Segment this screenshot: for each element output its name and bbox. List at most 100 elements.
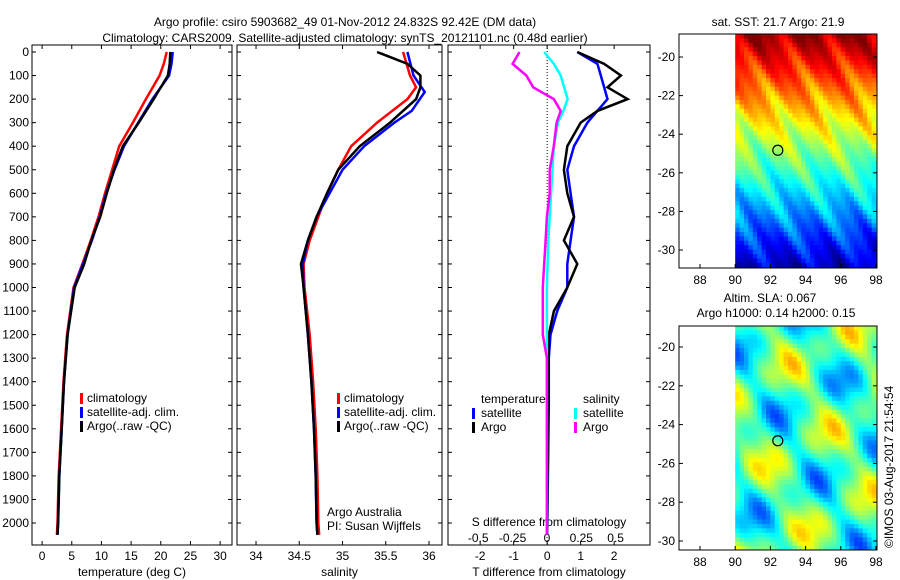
map-cell: [761, 122, 767, 127]
map-cell: [814, 418, 820, 424]
map-cell: [744, 475, 749, 481]
map-cell: [862, 130, 868, 136]
map-cell: [832, 108, 837, 114]
map-cell: [814, 201, 820, 207]
map-cell: [849, 122, 855, 127]
map-cell: [752, 356, 758, 362]
map-cell: [774, 330, 780, 336]
map-cell: [823, 502, 829, 507]
map-cell: [840, 532, 846, 538]
map-cell: [744, 326, 749, 331]
map-cell: [849, 152, 855, 158]
map-cell: [836, 453, 842, 459]
map-cell: [796, 339, 802, 345]
map-cell: [735, 174, 741, 180]
map-cell: [796, 409, 802, 415]
map-cell: [757, 361, 763, 367]
map-cell: [739, 166, 745, 171]
lat-tick-label: -28: [658, 495, 676, 509]
map-cell: [779, 104, 785, 110]
map-cell: [845, 56, 851, 61]
map-cell: [823, 126, 829, 132]
map-cell: [757, 383, 763, 389]
map-cell: [823, 135, 829, 141]
map-cell: [788, 330, 793, 336]
map-cell: [752, 537, 758, 543]
map-cell: [818, 95, 824, 101]
map-cell: [783, 56, 789, 61]
map-cell: [761, 458, 767, 463]
map-cell: [735, 205, 741, 211]
map-cell: [858, 356, 864, 362]
map-cell: [779, 475, 785, 481]
map-cell: [858, 440, 864, 446]
map-cell: [845, 108, 851, 114]
map-cell: [871, 387, 877, 393]
map-cell: [818, 192, 824, 198]
map-cell: [757, 166, 763, 171]
map-cell: [796, 493, 802, 499]
map-cell: [796, 519, 802, 525]
map-cell: [735, 436, 741, 441]
map-cell: [774, 356, 780, 362]
map-cell: [827, 73, 833, 79]
map-cell: [739, 117, 745, 123]
map-cell: [832, 47, 837, 53]
map-cell: [770, 47, 776, 53]
map-cell: [871, 122, 877, 127]
map-cell: [801, 326, 807, 331]
map-cell: [849, 236, 855, 242]
map-cell: [748, 78, 754, 83]
map-cell: [801, 409, 807, 415]
map-cell: [810, 249, 815, 255]
map-cell: [862, 422, 868, 428]
map-cell: [748, 201, 754, 207]
map-cell: [840, 356, 846, 362]
map-cell: [845, 466, 851, 472]
map-cell: [735, 502, 741, 507]
map-cell: [871, 471, 877, 477]
map-cell: [774, 139, 780, 145]
map-cell: [788, 183, 793, 189]
map-cell: [836, 348, 842, 353]
map-cell: [779, 546, 785, 550]
map-cell: [774, 232, 780, 237]
map-cell: [788, 444, 793, 450]
map-cell: [757, 254, 763, 259]
map-cell: [845, 427, 851, 433]
map-cell: [801, 396, 807, 402]
map-cell: [845, 214, 851, 220]
map-cell: [801, 405, 807, 411]
map-cell: [854, 484, 859, 490]
map-cell: [739, 100, 745, 105]
legend-label: satellite: [583, 406, 624, 420]
map-cell: [796, 258, 802, 264]
map-cell: [849, 95, 855, 101]
map-cell: [858, 192, 864, 198]
map-cell: [779, 506, 785, 512]
map-cell: [858, 34, 864, 39]
map-cell: [752, 484, 758, 490]
map-cell: [836, 480, 842, 485]
map-cell: [757, 365, 763, 371]
map-cell: [792, 502, 798, 507]
map-cell: [871, 519, 877, 525]
map-cell: [814, 157, 820, 163]
map-cell: [836, 73, 842, 79]
map-cell: [814, 139, 820, 145]
map-cell: [818, 161, 824, 167]
map-cell: [801, 418, 807, 424]
map-cell: [770, 56, 776, 61]
map-cell: [748, 431, 754, 437]
map-cell: [792, 414, 798, 419]
map-cell: [796, 78, 802, 83]
map-cell: [845, 95, 851, 101]
map-cell: [801, 475, 807, 481]
map-cell: [845, 262, 851, 268]
map-cell: [814, 223, 820, 229]
map-cell: [832, 232, 837, 237]
map-cell: [757, 515, 763, 521]
map-cell: [827, 157, 833, 163]
map-cell: [854, 95, 859, 101]
